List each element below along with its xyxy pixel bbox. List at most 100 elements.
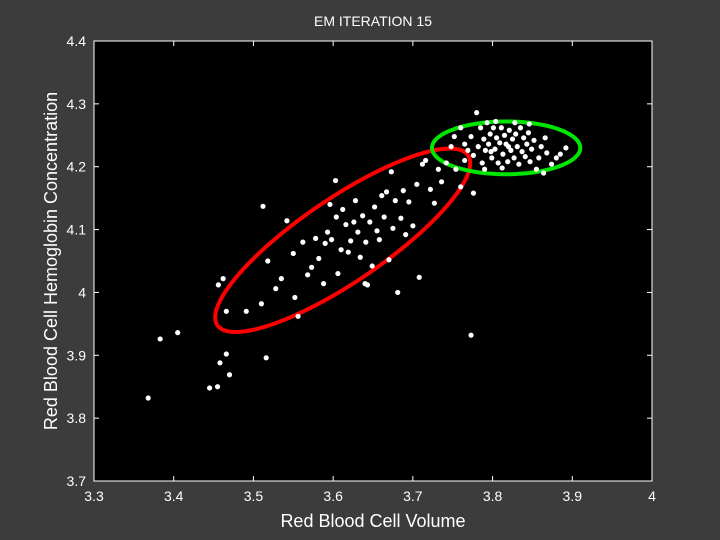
x-tick-label: 3.4	[164, 488, 184, 504]
data-point	[367, 219, 373, 225]
data-point	[538, 144, 544, 150]
data-point	[328, 237, 335, 243]
y-tick-label: 4.3	[67, 96, 87, 112]
data-point	[495, 160, 501, 166]
chart-title: EM ITERATION 15	[314, 13, 432, 29]
data-point	[542, 135, 548, 141]
data-point	[338, 247, 344, 253]
data-point	[443, 160, 449, 166]
data-point	[474, 110, 480, 116]
data-point	[516, 161, 522, 167]
data-point	[526, 121, 532, 127]
plot-area	[93, 40, 653, 482]
data-point	[145, 395, 151, 401]
data-point	[513, 131, 519, 137]
data-point	[509, 136, 516, 142]
data-point	[487, 131, 493, 137]
data-point	[392, 198, 398, 204]
data-point	[536, 155, 542, 161]
data-point	[383, 189, 390, 195]
data-point	[448, 144, 454, 150]
data-point	[527, 159, 533, 165]
data-point	[468, 332, 474, 338]
data-point	[360, 213, 366, 219]
data-point	[498, 125, 504, 131]
data-point	[493, 135, 500, 141]
data-point	[345, 249, 351, 255]
y-tick-label: 4.2	[67, 159, 87, 175]
data-point	[431, 200, 437, 206]
data-point	[512, 120, 518, 126]
data-point	[352, 198, 359, 204]
x-tick-label: 3.9	[563, 488, 583, 504]
y-tick-label: 4.1	[67, 222, 87, 238]
x-tick-label: 3.8	[483, 488, 503, 504]
data-point	[511, 155, 517, 161]
data-point	[470, 190, 477, 196]
data-point	[522, 154, 528, 160]
data-point	[395, 289, 401, 296]
data-point	[363, 239, 369, 245]
data-point	[493, 118, 499, 125]
data-point	[465, 147, 471, 153]
data-point	[557, 151, 563, 157]
data-point	[388, 169, 394, 175]
data-point	[410, 223, 416, 229]
data-point	[540, 170, 547, 176]
component-1-ellipse	[213, 146, 473, 335]
data-point	[217, 360, 223, 366]
data-point	[505, 159, 511, 165]
data-point	[226, 372, 233, 378]
data-point	[324, 229, 331, 235]
data-point	[524, 141, 530, 147]
data-point	[482, 166, 488, 172]
data-point	[438, 179, 445, 185]
data-point	[563, 145, 569, 151]
data-point	[284, 218, 290, 224]
data-point	[243, 308, 249, 314]
data-point	[478, 125, 484, 131]
data-point	[529, 146, 535, 152]
data-point	[479, 160, 485, 166]
data-point	[390, 225, 396, 231]
data-point	[295, 313, 301, 319]
data-point	[423, 157, 429, 164]
data-point	[263, 355, 269, 361]
data-point	[435, 166, 441, 172]
data-point	[351, 219, 357, 225]
data-point	[348, 238, 354, 244]
data-point	[157, 336, 163, 342]
data-point	[501, 132, 508, 138]
y-tick-label: 3.9	[67, 347, 87, 363]
data-point	[381, 214, 387, 220]
y-axis-label: Red Blood Cell Hemoglobin Concentration	[41, 92, 61, 430]
data-point	[332, 177, 339, 184]
x-tick-labels: 3.3 3.4 3.5 3.6 3.7 3.8 3.9 4	[84, 488, 656, 504]
data-point	[484, 120, 490, 126]
data-point	[357, 254, 363, 260]
data-point	[278, 276, 284, 282]
data-point	[531, 137, 537, 143]
data-point	[313, 235, 319, 241]
data-point	[499, 165, 505, 171]
data-point	[290, 250, 296, 257]
data-point	[553, 155, 559, 161]
axis-ticks	[93, 40, 653, 482]
data-point	[475, 144, 481, 150]
data-point	[482, 147, 488, 153]
data-point	[398, 215, 404, 221]
y-tick-label: 4.4	[67, 33, 87, 49]
x-tick-label: 4	[648, 488, 656, 504]
data-point	[500, 151, 506, 157]
x-axis-label: Red Blood Cell Volume	[280, 511, 465, 531]
data-point	[305, 272, 311, 278]
y-tick-label: 4	[78, 284, 86, 300]
data-point	[335, 270, 341, 277]
data-point	[376, 237, 382, 243]
data-point	[497, 140, 503, 146]
data-point	[206, 385, 213, 391]
data-point	[316, 255, 322, 262]
data-point	[548, 161, 555, 167]
data-point	[533, 166, 540, 172]
